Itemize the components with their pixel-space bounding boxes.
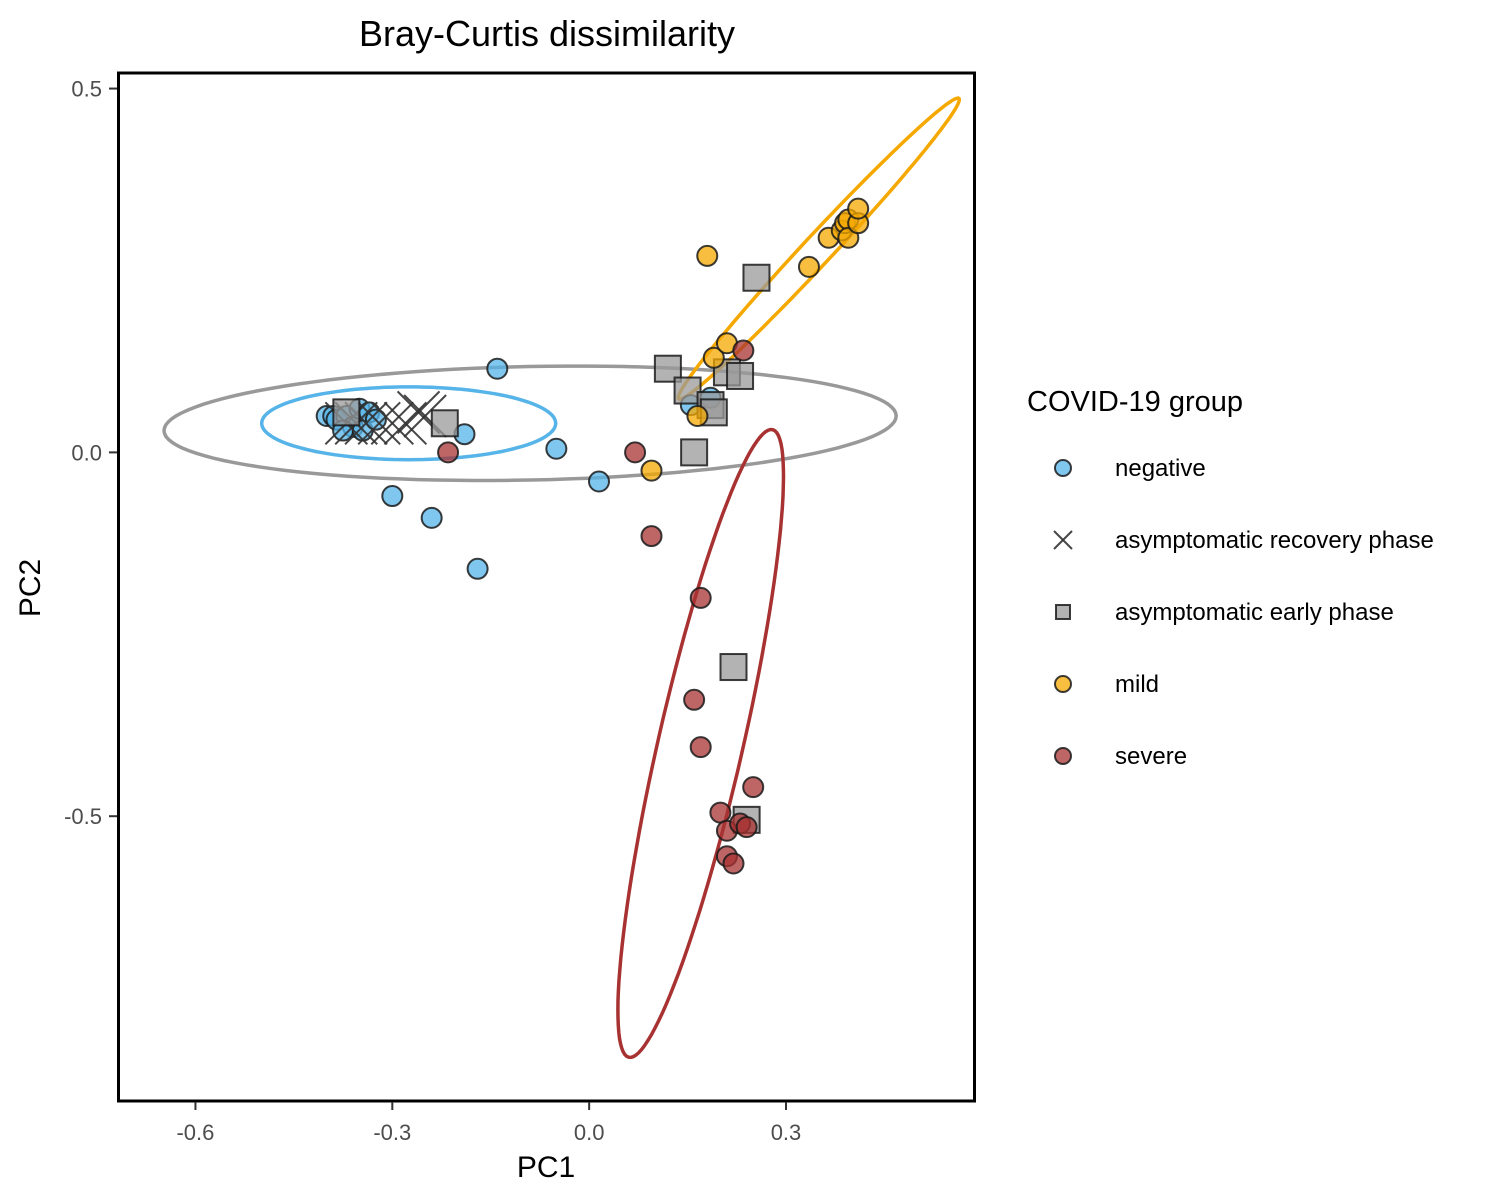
ellipse-severe [616,427,786,1060]
data-points [315,197,870,875]
point-severe-7 [742,776,765,799]
point-asymptomatic-early-phase-9 [680,438,709,467]
y-axis: 0.5 0.0 -0.5 [64,77,117,829]
y-tick-label: -0.5 [64,804,102,829]
point-negative-11 [486,357,509,380]
point-mild-9 [702,346,725,369]
x-tick-label: -0.6 [176,1120,214,1145]
legend-title: COVID-19 group [1027,386,1243,418]
point-severe-3 [640,525,663,548]
point-negative-15 [420,506,443,529]
legend-key-asymptomatic-early-phase [1055,604,1071,620]
x-tick-label: 0.0 [574,1120,605,1145]
point-asymptomatic-early-phase-7 [726,361,755,390]
point-asymptomatic-early-phase-8 [742,263,771,292]
x-tick-label: -0.3 [373,1120,411,1145]
point-mild-11 [686,405,709,427]
legend-key-asymptomatic-recovery-phase [1053,530,1073,550]
point-asymptomatic-early-phase-2 [653,354,682,383]
point-asymptomatic-early-phase-10 [719,653,748,682]
point-negative-12 [545,437,568,460]
point-mild-1 [797,255,820,278]
point-severe-5 [683,688,706,711]
series-mild [640,197,870,482]
point-asymptomatic-recovery-phase-4 [370,401,415,445]
x-axis: -0.6 -0.3 0.0 0.3 [120,1100,973,1145]
point-negative-13 [587,470,610,493]
legend-key-negative [1054,459,1072,477]
point-mild-0 [696,244,719,267]
y-tick-label: 0.0 [71,440,102,465]
legend-label-asymptomatic-recovery-phase: asymptomatic recovery phase [1115,527,1434,554]
point-severe-1 [624,441,647,464]
legend-key-mild [1054,675,1072,693]
point-asymptomatic-early-phase-1 [430,409,459,438]
point-negative-14 [381,485,404,508]
point-asymptomatic-recovery-phase-3-stroke-b [357,401,401,445]
point-asymptomatic-early-phase-3 [673,376,702,405]
point-asymptomatic-recovery-phase-7-stroke-b [403,394,447,438]
y-axis-label: PC2 [14,559,47,617]
ellipse-asymptomatic-early-phase [162,364,898,483]
legend-key-asymptomatic-recovery-phase-stroke-b [1053,530,1073,550]
point-severe-11 [735,816,758,839]
point-negative-16 [466,557,489,580]
ellipse-negative [259,385,558,462]
point-asymptomatic-recovery-phase-2-stroke-b [344,401,388,445]
legend-label-asymptomatic-early-phase: asymptomatic early phase [1115,599,1394,626]
point-severe-8 [709,801,732,824]
legend-label-mild: mild [1115,671,1159,698]
legend: COVID-19 group negative asymptomatic reco… [1027,386,1434,770]
legend-label-severe: severe [1115,743,1187,770]
point-severe-13 [722,852,745,875]
point-severe-6 [689,736,712,759]
y-tick-label: 0.5 [71,77,102,102]
legend-key-severe [1054,747,1072,765]
point-asymptomatic-recovery-phase-3 [357,401,401,445]
x-tick-label: 0.3 [771,1120,802,1145]
point-mild-8 [847,197,870,220]
series-severe [437,339,765,875]
point-asymptomatic-recovery-phase-4-stroke-b [370,401,415,445]
point-asymptomatic-early-phase-0 [332,398,361,427]
point-severe-4 [689,586,712,609]
point-asymptomatic-recovery-phase-6-stroke-b [396,390,441,435]
point-severe-2 [732,339,755,362]
point-asymptomatic-recovery-phase-5 [383,401,428,445]
x-axis-label: PC1 [517,1151,575,1184]
point-mild-12 [640,459,663,482]
legend-label-negative: negative [1115,455,1206,482]
chart-title: Bray-Curtis dissimilarity [359,13,735,54]
point-severe-0 [437,441,460,464]
